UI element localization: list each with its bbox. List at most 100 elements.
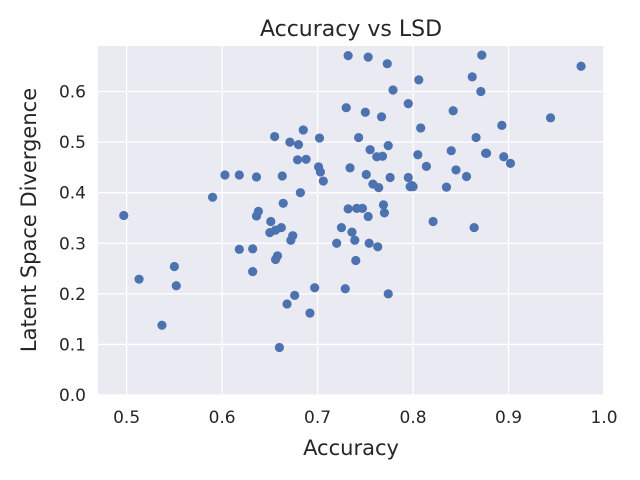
scatter-point (157, 320, 167, 330)
scatter-point (292, 155, 303, 165)
scatter-point (481, 148, 492, 158)
scatter-point (360, 107, 370, 117)
scatter-point (383, 141, 393, 151)
scatter-point (347, 227, 357, 237)
x-axis-label: Accuracy (303, 436, 399, 460)
scatter-point (363, 52, 373, 62)
scatter-point (298, 125, 308, 135)
chart-title: Accuracy vs LSD (260, 17, 442, 42)
scatter-point (382, 59, 392, 69)
scatter-point (207, 192, 218, 202)
scatter-point (467, 72, 477, 82)
scatter-point (385, 172, 395, 183)
y-tick-label: 0.2 (59, 285, 86, 305)
scatter-point (234, 244, 244, 254)
scatter-point (341, 103, 351, 113)
grid-lines (98, 46, 605, 396)
x-tick-label: 0.7 (304, 408, 331, 428)
scatter-point (403, 172, 413, 183)
scatter-point (428, 216, 438, 227)
scatter-point (497, 120, 507, 131)
scatter-point (272, 251, 283, 261)
scatter-point (270, 131, 280, 142)
scatter-point (469, 222, 479, 233)
scatter-point (332, 238, 342, 248)
scatter-point (576, 61, 586, 71)
scatter-point (351, 255, 361, 266)
scatter-point (373, 242, 383, 252)
scatter-point (361, 169, 371, 180)
x-tick-label: 0.8 (400, 408, 427, 428)
scatter-point (169, 261, 179, 272)
scatter-point (343, 204, 353, 214)
scatter-point (441, 182, 452, 192)
x-tick-labels: 0.5 0.6 0.7 0.8 0.9 1.0 (113, 408, 617, 428)
y-tick-label: 0.0 (59, 386, 86, 406)
scatter-point (248, 244, 258, 254)
scatter-point (290, 290, 300, 300)
scatter-point (276, 222, 286, 233)
scatter-point (408, 182, 418, 192)
scatter-point (451, 165, 461, 175)
scatter-point (340, 284, 350, 294)
scatter-point (545, 113, 556, 123)
scatter-point (416, 123, 426, 133)
scatter-point (336, 222, 347, 233)
scatter-point (251, 172, 262, 182)
scatter-point (414, 75, 424, 85)
scatter-point (278, 198, 288, 208)
plot-background (98, 46, 604, 395)
y-tick-label: 0.5 (59, 133, 86, 153)
scatter-point (364, 238, 374, 248)
x-tick-label: 0.6 (209, 408, 236, 428)
scatter-point (388, 85, 398, 95)
scatter-point (377, 151, 388, 161)
scatter-point (318, 176, 328, 186)
scatter-point (277, 171, 287, 181)
scatter-point (413, 150, 423, 160)
x-tick-label: 0.9 (495, 408, 522, 428)
scatter-point (305, 308, 315, 318)
scatter-point (171, 281, 181, 291)
scatter-point (446, 146, 456, 156)
scatter-point (220, 170, 230, 180)
scatter-point (476, 86, 486, 97)
scatter-point (234, 170, 244, 180)
scatter-point (505, 158, 516, 168)
scatter-point (365, 145, 375, 155)
scatter-point (499, 152, 509, 162)
scatter-point (376, 112, 387, 122)
scatter-point (421, 161, 432, 171)
scatter-point (295, 188, 305, 198)
y-tick-label: 0.1 (59, 335, 86, 355)
scatter-point (119, 210, 129, 221)
scatter-point (310, 283, 320, 293)
scatter-point (354, 132, 364, 143)
data-points (119, 50, 586, 353)
y-tick-label: 0.4 (59, 184, 86, 204)
scatter-point (248, 266, 258, 277)
y-tick-labels: 0.0 0.1 0.2 0.3 0.4 0.5 0.6 (59, 83, 86, 406)
scatter-point (266, 216, 276, 227)
scatter-point (378, 200, 389, 210)
x-tick-label: 1.0 (590, 408, 617, 428)
scatter-point (285, 137, 295, 147)
scatter-point (379, 208, 390, 218)
scatter-point (314, 133, 325, 143)
y-axis-label: Latent Space Divergence (17, 88, 41, 352)
scatter-point (471, 132, 481, 143)
scatter-point (288, 231, 298, 241)
scatter-point (282, 299, 292, 309)
scatter-point (293, 140, 304, 150)
scatter-point (363, 211, 373, 222)
y-tick-label: 0.6 (59, 83, 86, 103)
scatter-point (253, 206, 263, 216)
scatter-point (301, 154, 311, 164)
scatter-point (350, 235, 360, 245)
scatter-point (315, 167, 326, 177)
scatter-point (461, 171, 472, 182)
scatter-point (477, 50, 487, 60)
scatter-point (274, 342, 284, 353)
y-tick-label: 0.3 (59, 234, 86, 254)
